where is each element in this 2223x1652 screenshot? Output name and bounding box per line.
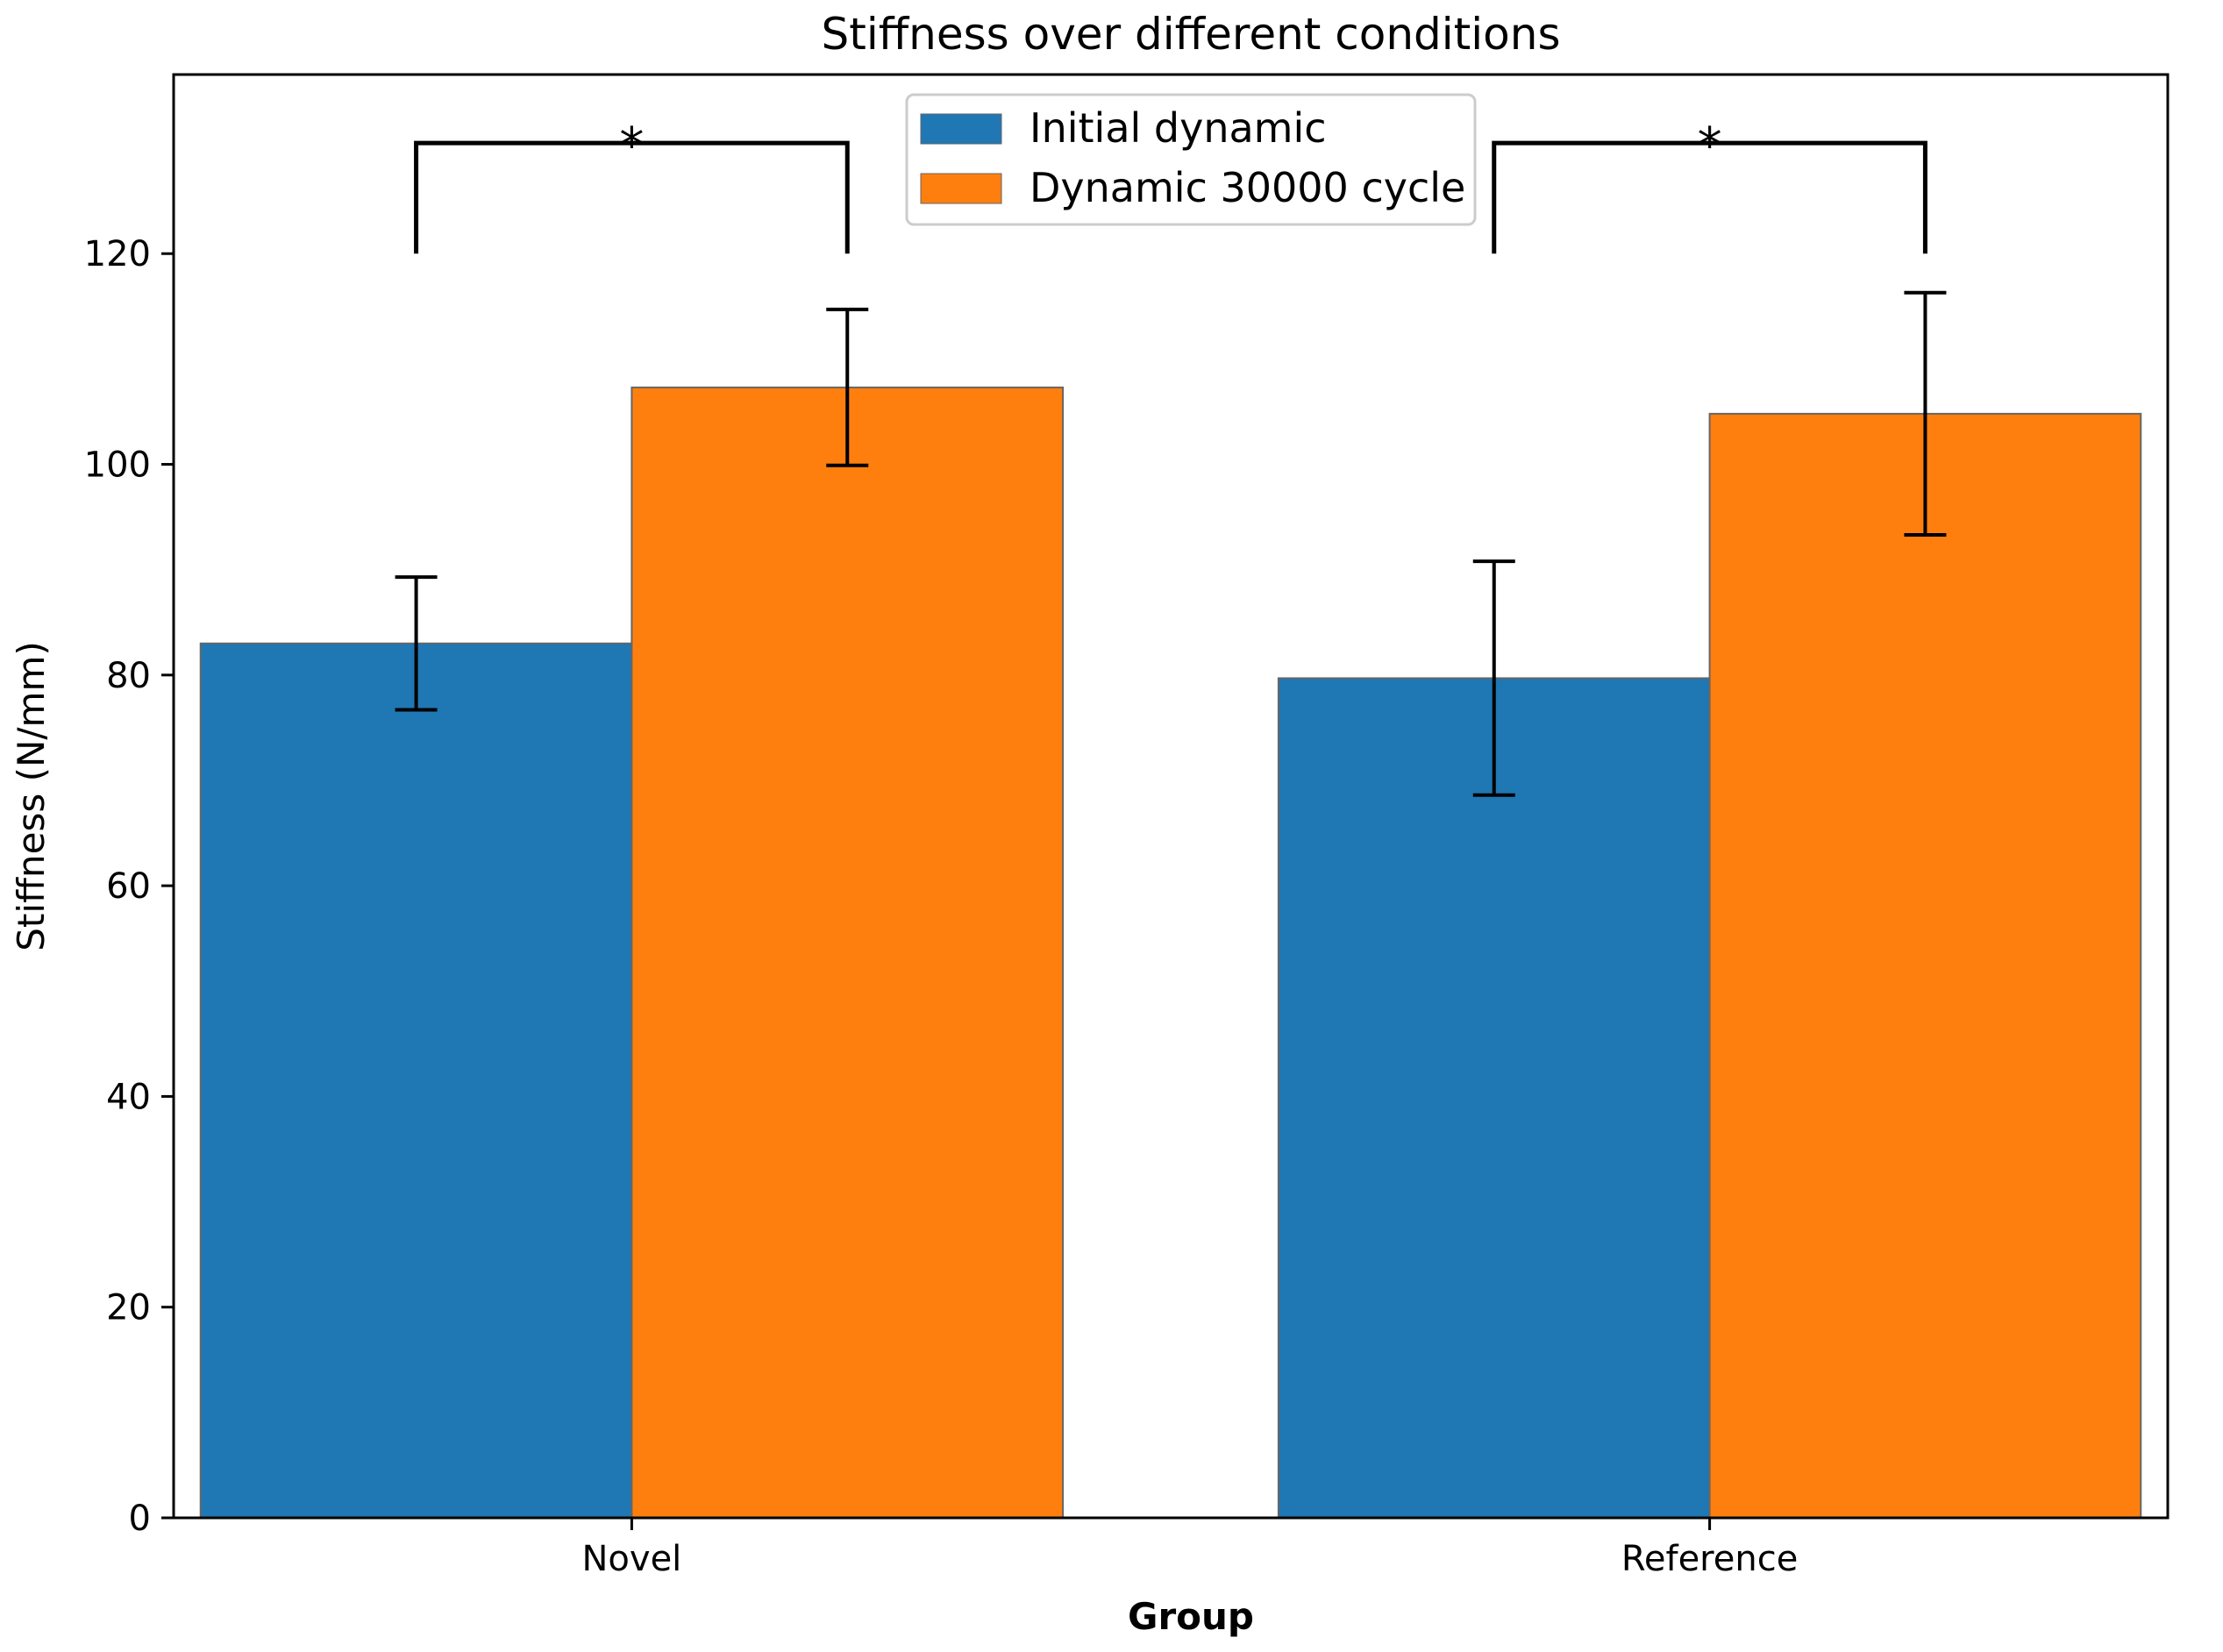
legend-swatch-initial-dynamic (920, 113, 1002, 145)
y-tick-label: 80 (106, 656, 151, 696)
y-tick-label: 120 (84, 234, 151, 274)
y-tick-label: 20 (106, 1288, 151, 1328)
error-bar-reference-dynamic-30000-cycle (1904, 290, 1947, 538)
significance-label: * (619, 117, 644, 174)
bar-novel-dynamic-30000-cycle (631, 386, 1065, 1519)
y-tick-label: 100 (84, 445, 151, 486)
legend-frame (905, 93, 1477, 226)
y-tick-label: 0 (129, 1499, 151, 1539)
significance-label: * (1698, 117, 1722, 174)
y-tick-label: 60 (106, 866, 151, 907)
x-axis-label: Group (1128, 1595, 1254, 1638)
significance-novel: * (414, 117, 850, 254)
bar-novel-initial-dynamic (199, 642, 633, 1519)
significance-bracket (414, 140, 850, 254)
legend-swatch-dynamic-30000-cycle (920, 173, 1002, 204)
error-bar-novel-initial-dynamic (395, 575, 438, 712)
legend-label-dynamic-30000-cycle: Dynamic 30000 cycle (1030, 164, 1465, 211)
y-axis: 0 20 40 60 80 100 120 (84, 234, 174, 1539)
error-bars-layer (395, 290, 1947, 797)
error-bar-reference-initial-dynamic (1472, 559, 1515, 797)
y-axis-label: Stiffness (N/mm) (10, 641, 53, 951)
y-tick-label: 40 (106, 1077, 151, 1117)
legend-label-initial-dynamic: Initial dynamic (1030, 104, 1327, 152)
x-tick-label-reference: Reference (1621, 1539, 1798, 1579)
x-axis: Novel Reference (582, 1518, 1798, 1579)
x-tick-label-novel: Novel (582, 1539, 682, 1579)
bars-layer (199, 386, 2142, 1519)
significance-layer: * * (414, 117, 1927, 254)
bar-reference-initial-dynamic (1277, 677, 1711, 1519)
legend: Initial dynamic Dynamic 30000 cycle (905, 93, 1477, 226)
plot-frame (172, 73, 2170, 1520)
chart-title: Stiffness over different conditions (822, 9, 1561, 60)
error-bar-novel-dynamic-30000-cycle (826, 307, 869, 467)
significance-bracket (1492, 140, 1927, 254)
significance-reference: * (1492, 117, 1927, 254)
bar-reference-dynamic-30000-cycle (1708, 412, 2142, 1519)
